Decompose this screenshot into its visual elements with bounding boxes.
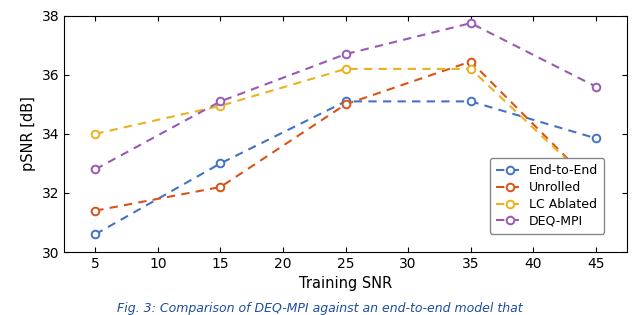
DEQ-MPI: [467, 21, 475, 25]
LC Ablated: [592, 185, 600, 189]
DEQ-MPI: [592, 85, 600, 89]
End-to-End: [92, 232, 99, 236]
End-to-End: [592, 136, 600, 140]
Text: Fig. 3: Comparison of DEQ-MPI against an end-to-end model that: Fig. 3: Comparison of DEQ-MPI against an…: [117, 302, 523, 315]
LC Ablated: [342, 67, 349, 71]
DEQ-MPI: [92, 168, 99, 171]
X-axis label: Training SNR: Training SNR: [299, 277, 392, 291]
DEQ-MPI: [216, 100, 224, 103]
Y-axis label: pSNR [dB]: pSNR [dB]: [21, 96, 36, 171]
Unrolled: [592, 185, 600, 189]
End-to-End: [467, 100, 475, 103]
LC Ablated: [467, 67, 475, 71]
End-to-End: [342, 100, 349, 103]
Line: DEQ-MPI: DEQ-MPI: [92, 19, 600, 173]
Line: Unrolled: Unrolled: [92, 58, 600, 215]
Unrolled: [342, 102, 349, 106]
Unrolled: [92, 209, 99, 213]
End-to-End: [216, 162, 224, 165]
LC Ablated: [92, 132, 99, 136]
Unrolled: [467, 60, 475, 63]
Line: End-to-End: End-to-End: [92, 98, 600, 238]
LC Ablated: [216, 104, 224, 108]
Legend: End-to-End, Unrolled, LC Ablated, DEQ-MPI: End-to-End, Unrolled, LC Ablated, DEQ-MP…: [490, 158, 604, 234]
Line: LC Ablated: LC Ablated: [92, 65, 600, 191]
Unrolled: [216, 185, 224, 189]
DEQ-MPI: [342, 52, 349, 56]
